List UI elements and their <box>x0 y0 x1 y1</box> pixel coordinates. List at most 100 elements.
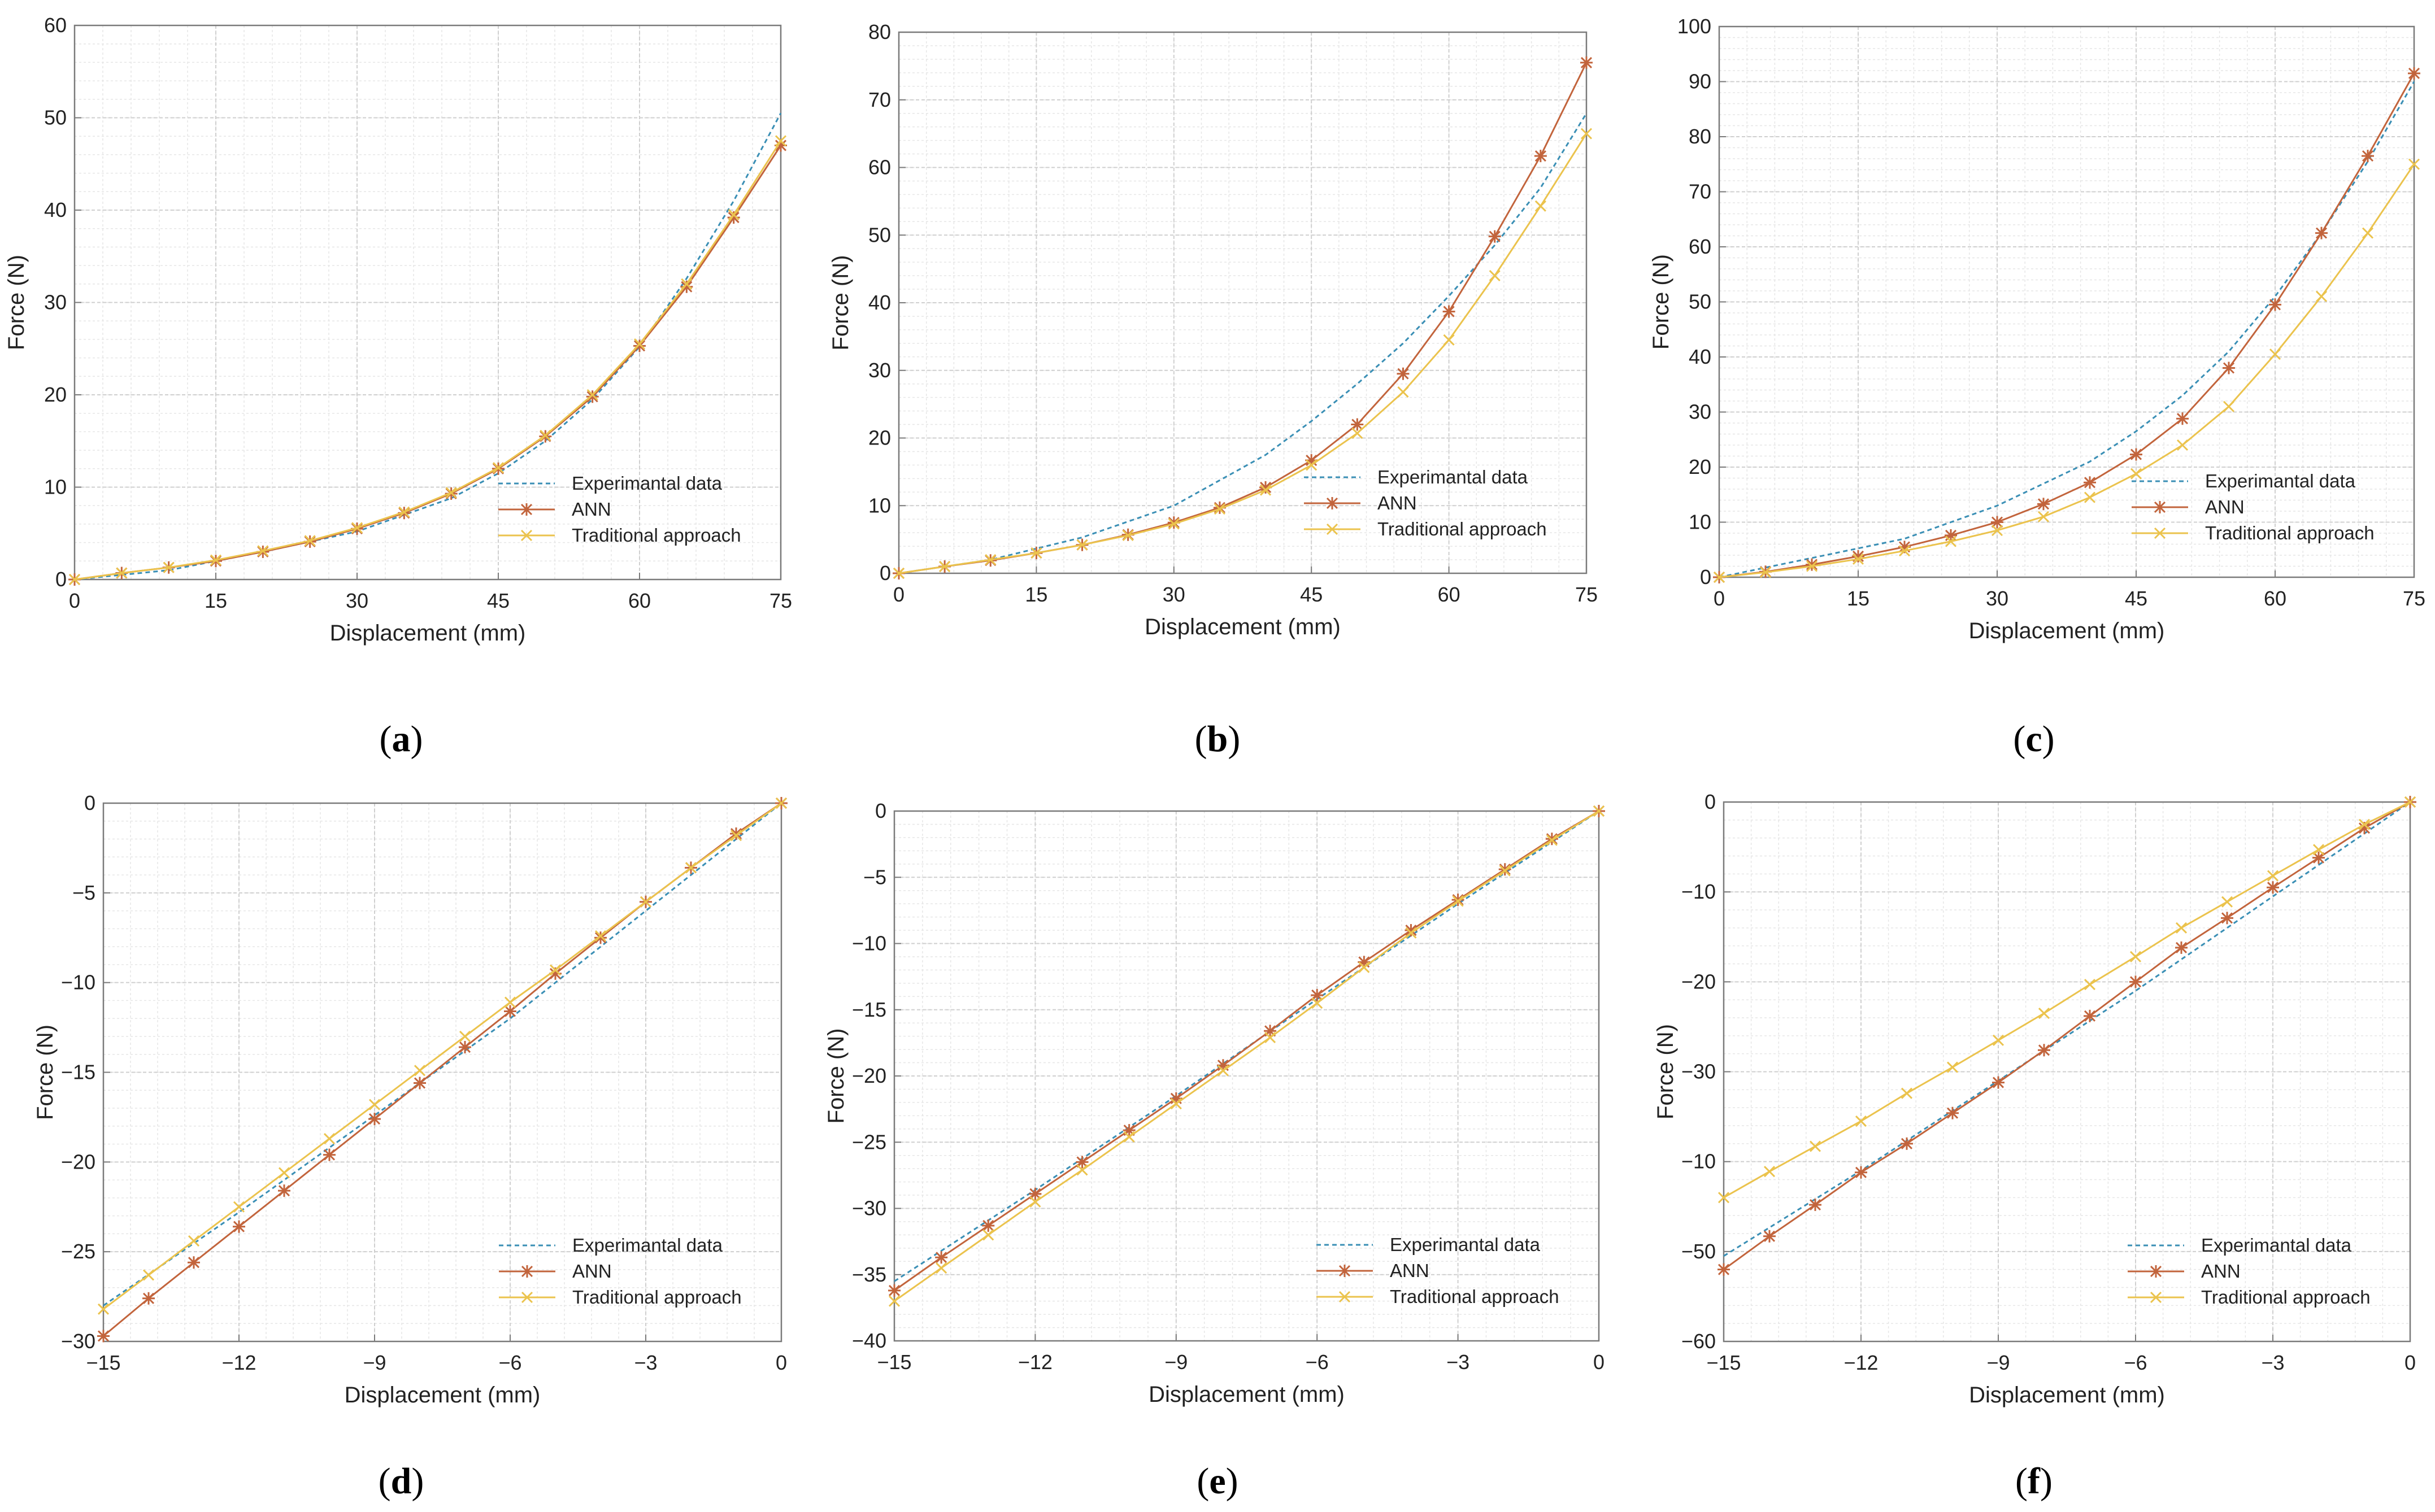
legend-label-ann: ANN <box>572 499 611 520</box>
legend-label-traditional: Traditional approach <box>1377 518 1547 539</box>
legend-label-traditional: Traditional approach <box>2205 522 2375 543</box>
y-tick-label: 30 <box>44 291 67 314</box>
traditional-marker <box>257 545 269 557</box>
traditional-marker <box>1170 1098 1182 1110</box>
traditional-marker <box>368 1099 381 1110</box>
traditional-marker <box>1489 270 1501 282</box>
y-tick-label: 30 <box>868 359 891 382</box>
x-tick-label: 0 <box>893 583 905 606</box>
traditional-marker <box>2221 896 2233 908</box>
x-tick-label: 30 <box>1163 583 1185 606</box>
ann-marker <box>414 1077 426 1090</box>
ann-marker <box>2150 1265 2162 1278</box>
traditional-markers <box>893 128 1593 579</box>
ann-marker <box>97 1330 110 1343</box>
traditional-marker <box>1809 1140 1821 1152</box>
traditional-marker <box>1217 1065 1229 1077</box>
ann-marker <box>1763 1230 1776 1243</box>
y-tick-label: 0 <box>1705 790 1716 813</box>
x-tick-label: 60 <box>1438 583 1460 606</box>
y-tick-label: 80 <box>1689 125 1711 148</box>
x-axis-label: Displacement (mm) <box>1969 618 2165 643</box>
caption-b: (b) <box>1194 718 1241 760</box>
traditional-marker <box>2037 511 2050 522</box>
x-tick-label: −6 <box>1306 1350 1329 1374</box>
traditional-markers <box>1717 796 2416 1204</box>
legend: Experimantal data ANN Traditional approach <box>1316 1234 1559 1307</box>
ann-marker <box>1855 1166 1867 1179</box>
traditional-marker <box>398 506 410 518</box>
series-group <box>1717 796 2416 1276</box>
traditional-marker <box>982 1229 994 1241</box>
traditional-marker <box>2130 468 2142 480</box>
y-tick-label: 60 <box>44 14 67 37</box>
traditional-marker <box>1759 567 1772 578</box>
x-tick-label: 0 <box>1714 587 1725 610</box>
series-group <box>888 805 1605 1307</box>
traditional-marker <box>939 560 951 573</box>
ann-marker <box>368 1113 381 1126</box>
grid <box>1719 26 2415 578</box>
ann-marker <box>1351 418 1364 431</box>
x-tick-label: 0 <box>776 1351 787 1374</box>
y-tick-label: 20 <box>868 426 891 450</box>
chart-f: −15 −12 −9 −6 −3 0−60−50−10−30−20−100Displace… <box>1653 790 2416 1408</box>
traditional-markers <box>68 135 787 586</box>
traditional-line <box>103 802 782 1310</box>
traditional-marker <box>893 567 905 579</box>
ann-marker <box>2269 298 2281 311</box>
traditional-marker <box>2084 979 2096 991</box>
traditional-line <box>1723 801 2411 1199</box>
x-tick-label: −12 <box>221 1351 256 1374</box>
traditional-marker <box>142 1269 155 1281</box>
legend-label-traditional: Traditional approach <box>572 525 741 546</box>
traditional-marker <box>594 930 607 942</box>
traditional-marker <box>1326 523 1338 535</box>
traditional-marker <box>985 554 997 566</box>
ann-marker <box>2221 912 2233 925</box>
traditional-marker <box>540 429 551 442</box>
series-group <box>893 56 1593 579</box>
x-tick-label: 0 <box>69 589 80 612</box>
ann-marker <box>2129 975 2142 988</box>
grid <box>898 32 1587 574</box>
ann-line <box>894 810 1599 1292</box>
y-tick-label: −35 <box>852 1263 886 1286</box>
ann-marker <box>2362 150 2374 163</box>
traditional-marker <box>1546 834 1558 846</box>
ann-marker <box>2037 498 2050 511</box>
legend-label-experimental: Experimantal data <box>2205 470 2356 491</box>
y-tick-label: −10 <box>1681 1150 1716 1173</box>
ann-marker <box>1326 497 1338 509</box>
ann-marker <box>2084 476 2096 489</box>
traditional-marker <box>414 1065 426 1077</box>
y-tick-label: 60 <box>1689 235 1711 258</box>
traditional-marker <box>188 1235 200 1247</box>
ann-marker <box>1451 894 1464 907</box>
x-tick-label: 30 <box>346 589 368 612</box>
ann-marker <box>680 280 693 293</box>
traditional-marker <box>1593 805 1605 817</box>
traditional-marker <box>1855 1115 1867 1127</box>
experimental-line <box>1719 81 2415 578</box>
y-tick-label: −30 <box>852 1197 886 1220</box>
experimental-line <box>103 802 782 1306</box>
traditional-marker <box>351 522 363 534</box>
traditional-marker <box>520 529 533 542</box>
ann-marker <box>730 827 742 840</box>
traditional-marker <box>1992 1034 2004 1046</box>
traditional-marker <box>2038 1007 2050 1019</box>
ann-marker <box>1852 550 1864 563</box>
ann-marker <box>633 339 646 352</box>
ann-marker <box>2176 412 2189 425</box>
traditional-marker <box>2223 400 2235 412</box>
traditional-marker <box>1264 1031 1276 1044</box>
y-tick-label: 20 <box>1689 455 1711 478</box>
chart-d: −15 −12 −9 −6 −3 0−30−25−20−15−10−50Displacem… <box>33 791 788 1408</box>
traditional-marker <box>1901 1087 1913 1099</box>
traditional-marker <box>97 1303 110 1315</box>
y-tick-label: 20 <box>44 383 67 406</box>
x-tick-label: −3 <box>1446 1350 1469 1374</box>
ann-marker <box>888 1284 901 1297</box>
ann-marker <box>2315 226 2328 239</box>
